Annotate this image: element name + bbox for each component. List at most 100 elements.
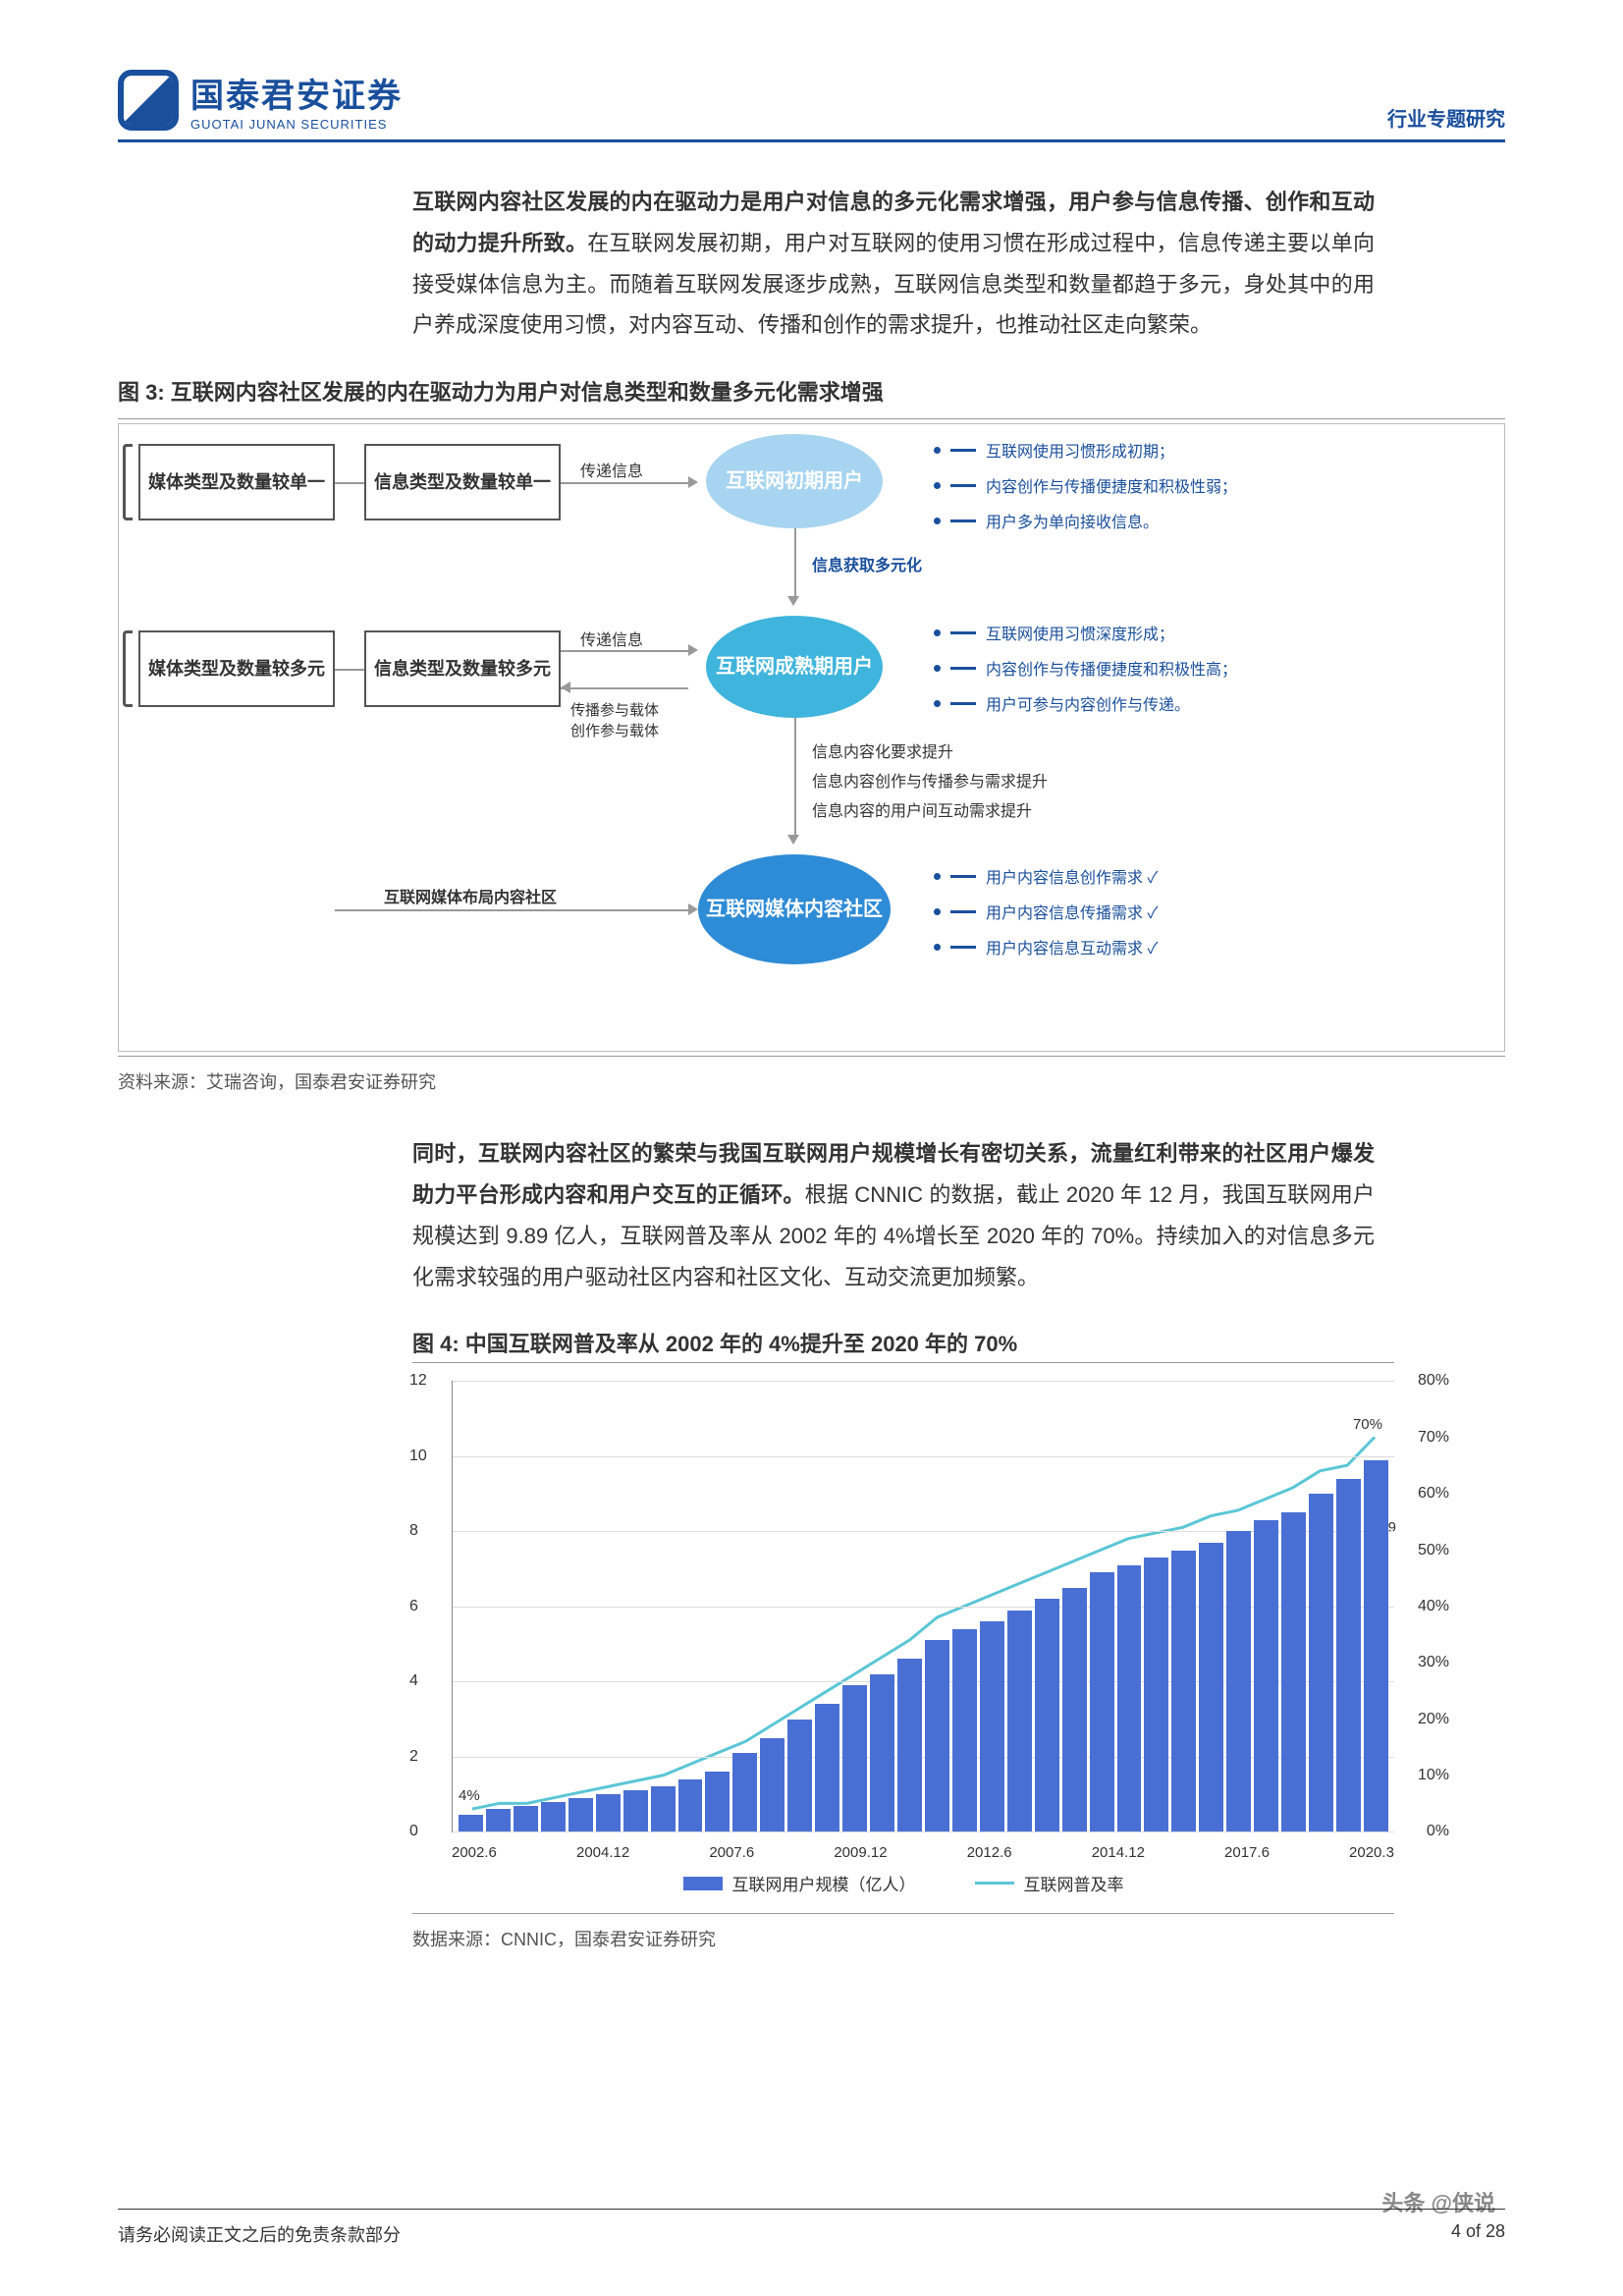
x-tick: 2007.6 (709, 1844, 754, 1861)
bar (897, 1659, 922, 1831)
logo: 国泰君安证券 GUOTAI JUNAN SECURITIES (118, 69, 403, 132)
footer-left: 请务必阅读正文之后的免责条款部分 (118, 2221, 401, 2247)
logo-icon (118, 70, 179, 131)
bar (1199, 1543, 1223, 1832)
paragraph-1: 互联网内容社区发展的内在驱动力是用户对信息的多元化需求增强，用户参与信息传播、创… (412, 182, 1375, 346)
fig3-row2-box2: 信息类型及数量较多元 (364, 630, 561, 707)
fig3-row3-bullet-0: 用户内容信息创作需求 ✓ (934, 864, 1158, 888)
fig3-row2-bullet-1: 内容创作与传播便捷度和积极性高； (934, 656, 1237, 680)
divider (412, 1362, 1394, 1363)
fig4-legend: 互联网用户规模（亿人） 互联网普及率 (412, 1871, 1394, 1895)
legend-bar: 互联网用户规模（亿人） (683, 1871, 916, 1895)
fig3-diagram: 媒体类型及数量较单一 信息类型及数量较单一 传递信息 互联网初期用户 互联网使用… (118, 423, 1505, 1052)
fig3-row1-arrow-label: 传递信息 (580, 458, 643, 481)
fig3-source: 资料来源：艾瑞咨询，国泰君安证券研究 (118, 1068, 1505, 1094)
fig3-row3-bullet-2: 用户内容信息互动需求 ✓ (934, 935, 1158, 958)
divider (412, 1913, 1394, 1914)
x-tick: 2002.6 (452, 1844, 497, 1861)
fig3-row1-box1: 媒体类型及数量较单一 (138, 444, 335, 520)
bar (541, 1802, 566, 1832)
bar (952, 1629, 977, 1832)
bar (842, 1685, 867, 1831)
bar (1364, 1460, 1388, 1832)
x-tick: 2004.12 (576, 1844, 629, 1861)
fig3-row2-bullet-2: 用户可参与内容创作与传递。 (934, 691, 1190, 715)
fig3-midnote-2: 信息内容的用户间互动需求提升 (812, 797, 1032, 821)
connector (561, 650, 688, 652)
bar (1144, 1558, 1168, 1831)
x-tick: 2012.6 (967, 1844, 1012, 1861)
bar (459, 1815, 483, 1831)
fig3-row2-box1: 媒体类型及数量较多元 (138, 630, 335, 707)
bar (1254, 1520, 1278, 1831)
brace-icon (123, 444, 133, 520)
fig3-row2-arrow2: 传播参与载体 创作参与载体 (570, 699, 659, 740)
bar (678, 1779, 703, 1832)
bar (1007, 1611, 1032, 1832)
fig4-chart: 4% 70% 9.89 0246810120%10%20%30%40%50%60… (452, 1381, 1394, 1832)
bar (732, 1753, 757, 1831)
divider (118, 1056, 1505, 1057)
arrow-icon (688, 476, 698, 488)
ellipse-label: 互联网媒体内容社区 (706, 897, 883, 922)
arrow-icon (688, 644, 698, 656)
divider (118, 418, 1505, 419)
fig3-row1-box2: 信息类型及数量较单一 (364, 444, 561, 520)
connector (794, 718, 796, 836)
bar (623, 1790, 648, 1831)
bar (1090, 1572, 1114, 1831)
x-tick: 2009.12 (834, 1844, 887, 1861)
fig3-row1-bullet-0: 互联网使用习惯形成初期； (934, 438, 1174, 462)
bar (596, 1794, 621, 1831)
fig3-row3-ellipse: 互联网媒体内容社区 (698, 854, 891, 964)
page-header: 国泰君安证券 GUOTAI JUNAN SECURITIES 行业专题研究 (118, 69, 1505, 142)
bar (1336, 1479, 1361, 1832)
connector (561, 482, 688, 484)
fig3-row3-label: 互联网媒体布局内容社区 (384, 884, 557, 907)
legend-line-icon (975, 1882, 1014, 1885)
fig4-source: 数据来源：CNNIC，国泰君安证券研究 (412, 1926, 1394, 1951)
fig3-row2-arrow1: 传递信息 (580, 627, 643, 650)
ellipse-label: 互联网成熟期用户 (716, 654, 873, 680)
page: 国泰君安证券 GUOTAI JUNAN SECURITIES 行业专题研究 互联… (0, 0, 1623, 2296)
x-tick: 2020.3 (1349, 1844, 1394, 1861)
connector (561, 687, 688, 689)
fig4-wrapper: 图 4: 中国互联网普及率从 2002 年的 4%提升至 2020 年的 70%… (412, 1327, 1394, 1951)
arrow-icon (787, 596, 799, 606)
header-subtitle: 行业专题研究 (1387, 103, 1505, 132)
arrow-icon (787, 835, 799, 845)
fig3-mid-arrow: 信息获取多元化 (812, 552, 922, 575)
logo-en: GUOTAI JUNAN SECURITIES (190, 117, 403, 132)
bar (1117, 1565, 1142, 1832)
bar (1062, 1588, 1087, 1832)
fig3-row1-ellipse: 互联网初期用户 (706, 434, 883, 528)
bar (651, 1786, 676, 1831)
bar (925, 1640, 949, 1831)
fig3-row2-ellipse: 互联网成熟期用户 (706, 616, 883, 718)
paragraph-2: 同时，互联网内容社区的繁荣与我国互联网用户规模增长有密切关系，流量红利带来的社区… (412, 1133, 1375, 1297)
bar (1226, 1531, 1251, 1831)
bar (1309, 1494, 1333, 1831)
bar (787, 1720, 812, 1832)
bar (486, 1809, 511, 1831)
fig4-x-axis: 2002.6 2004.12 2007.6 2009.12 2012.6 2014.12 2… (452, 1838, 1394, 1861)
bar (568, 1798, 593, 1831)
bar (1281, 1512, 1306, 1831)
bar (815, 1704, 839, 1831)
fig3-midnote-1: 信息内容创作与传播参与需求提升 (812, 768, 1048, 792)
legend-line: 互联网普及率 (975, 1871, 1124, 1895)
connector (794, 528, 796, 597)
logo-zh: 国泰君安证券 (190, 69, 403, 117)
page-footer: 请务必阅读正文之后的免责条款部分 4 of 28 (118, 2209, 1505, 2247)
bar (870, 1674, 894, 1832)
connector (335, 909, 688, 911)
connector (335, 669, 364, 671)
connector (335, 482, 364, 484)
bar (980, 1621, 1004, 1831)
bar (514, 1806, 538, 1832)
fig3-row1-bullet-1: 内容创作与传播便捷度和积极性弱； (934, 473, 1237, 497)
legend-bar-icon (683, 1877, 723, 1890)
fig3-row1-bullet-2: 用户多为单向接收信息。 (934, 509, 1159, 532)
ellipse-label: 互联网初期用户 (726, 468, 863, 494)
x-tick: 2014.12 (1092, 1844, 1145, 1861)
